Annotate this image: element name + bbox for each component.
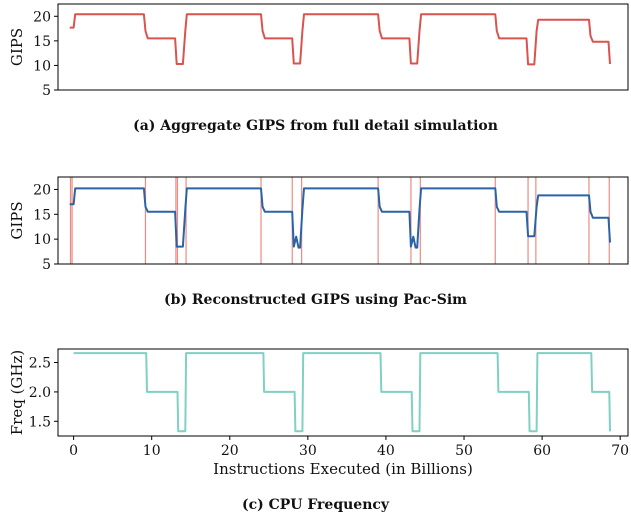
x-tick-label: 40 [377, 443, 395, 459]
plot-frame [57, 3, 629, 91]
x-tick-label: 60 [533, 443, 551, 459]
y-tick-label: 1.5 [29, 414, 51, 430]
y-tick-label: 15 [33, 207, 51, 223]
y-tick-label: 5 [42, 83, 51, 99]
x-tick-label: 0 [69, 443, 78, 459]
x-tick-label: 30 [299, 443, 317, 459]
y-tick-label: 5 [42, 257, 51, 273]
x-tick-label: 10 [143, 443, 161, 459]
y-axis-label: GIPS [8, 201, 26, 239]
x-axis-label: Instructions Executed (in Billions) [213, 460, 473, 478]
x-tick-label: 20 [221, 443, 239, 459]
series-line [73, 352, 611, 433]
series-line [69, 13, 611, 66]
y-axis-label: GIPS [8, 28, 26, 66]
chart-panel-a: 5 10 15 20 GIPS [8, 3, 629, 99]
plot-frame [57, 348, 629, 437]
caption-panel-b: (b) Reconstructed GIPS using Pac-Sim [164, 292, 467, 308]
caption-panel-a: (a) Aggregate GIPS from full detail simu… [133, 118, 498, 134]
chart-panel-b: 5 10 15 20 GIPS [8, 176, 629, 273]
y-tick-label: 20 [33, 182, 51, 198]
y-tick-label: 10 [33, 232, 51, 248]
series-line [69, 187, 611, 249]
y-tick-label: 20 [33, 9, 51, 25]
y-tick-label: 10 [33, 58, 51, 74]
y-tick-label: 15 [33, 34, 51, 50]
y-axis-label: Freq (GHz) [8, 350, 26, 436]
caption-panel-c: (c) CPU Frequency [241, 497, 390, 513]
x-tick-label: 50 [455, 443, 473, 459]
plot-frame [57, 176, 629, 265]
y-tick-label: 2.0 [29, 385, 51, 401]
y-tick-label: 2.5 [29, 356, 51, 372]
x-tick-label: 70 [611, 443, 629, 459]
chart-panel-c: 1.5 2.0 2.5 0 10 20 30 40 50 60 70 Freq (GHz) Instru… [8, 348, 629, 478]
